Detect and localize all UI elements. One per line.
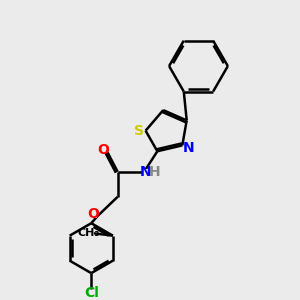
Text: N: N xyxy=(140,165,152,179)
Text: H: H xyxy=(148,165,160,179)
FancyBboxPatch shape xyxy=(83,230,94,236)
FancyBboxPatch shape xyxy=(135,128,143,134)
FancyBboxPatch shape xyxy=(99,147,107,153)
FancyBboxPatch shape xyxy=(89,211,98,218)
Text: CH₃: CH₃ xyxy=(77,228,100,238)
Text: Cl: Cl xyxy=(84,286,99,300)
FancyBboxPatch shape xyxy=(184,145,192,151)
Text: S: S xyxy=(134,124,144,138)
Text: O: O xyxy=(97,143,109,157)
Text: O: O xyxy=(87,207,99,221)
Text: N: N xyxy=(182,141,194,155)
FancyBboxPatch shape xyxy=(143,169,156,175)
FancyBboxPatch shape xyxy=(85,290,98,296)
